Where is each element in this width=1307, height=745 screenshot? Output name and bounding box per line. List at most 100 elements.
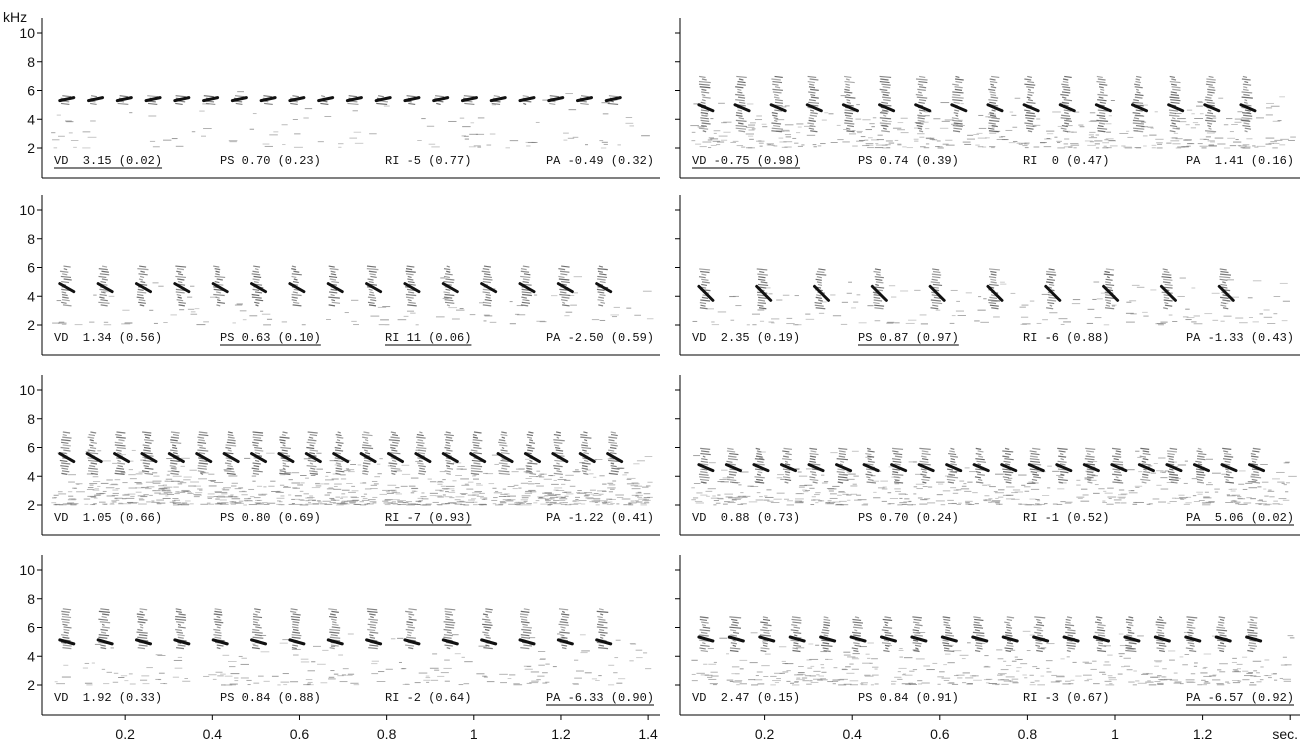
spectro-band [501, 465, 510, 468]
spectro-band [976, 634, 985, 637]
spectro-band [116, 446, 126, 450]
spectro-band [175, 608, 182, 611]
spectro-band [559, 293, 571, 297]
spectro-band [101, 626, 110, 629]
spectro-band [172, 444, 177, 447]
spectro-band [197, 436, 205, 439]
spectro-band [882, 96, 891, 99]
panel: VD -0.75 (0.98) PS 0.74 (0.39) RI 0 (0.47)… [675, 18, 1300, 179]
spectro-band [1066, 616, 1073, 619]
spectro-band [812, 481, 818, 484]
spectro-band [1005, 481, 1012, 484]
spectro-band [1247, 634, 1258, 637]
spectro-band [138, 299, 146, 302]
spectro-band [700, 450, 710, 453]
spectro-band [990, 294, 996, 297]
spectro-band [1195, 468, 1205, 471]
spectro-band [483, 634, 490, 637]
spectro-band [520, 647, 530, 650]
spectro-stroke [326, 282, 344, 294]
spectro-band [138, 301, 146, 304]
spectro-band [771, 112, 778, 115]
spectro-band [177, 273, 184, 276]
spectro-band [1135, 78, 1141, 81]
spectro-band [309, 452, 316, 455]
spectro-band [737, 88, 742, 91]
spectro-band [175, 102, 183, 106]
spectro-band [1206, 80, 1216, 84]
spectro-band [329, 268, 339, 271]
spectro-band [853, 649, 859, 653]
spectro-band [1126, 626, 1132, 629]
spectro-band [1243, 86, 1248, 89]
spectro-band [1046, 299, 1057, 302]
spectro-band [558, 275, 565, 279]
spectro-band [1026, 124, 1035, 128]
spectro-stroke [288, 638, 306, 646]
spectro-stroke [752, 463, 770, 473]
spectro-band [175, 291, 185, 294]
spectro-band [922, 481, 927, 484]
spectro-band [521, 636, 531, 639]
spectro-band [472, 439, 483, 442]
spectro-band [947, 481, 955, 484]
spectro-band [1156, 631, 1165, 634]
spectro-band [1104, 270, 1110, 274]
spectro-band [943, 621, 949, 624]
spectro-band [945, 631, 953, 634]
spectro-stroke [288, 282, 306, 294]
spectro-band [559, 291, 567, 294]
spectro-band [866, 476, 871, 479]
spectro-band [142, 462, 151, 465]
spectro-band [737, 109, 743, 112]
spectro-band [1058, 481, 1064, 484]
spectro-band [1099, 112, 1106, 115]
spectro-stroke [365, 638, 383, 646]
spectro-band [932, 268, 940, 271]
spectro-band [1005, 634, 1013, 637]
y-tick-label: 2 [27, 140, 35, 156]
spectro-band [1222, 281, 1226, 284]
spectro-stroke [1167, 103, 1185, 113]
spectro-band [809, 452, 819, 456]
spectro-band [61, 291, 67, 294]
spectro-band [952, 130, 961, 133]
spectro-band [176, 631, 184, 634]
x-tick-label: 1.2 [1193, 726, 1213, 742]
spectro-stroke [115, 96, 133, 103]
spectro-band [1106, 276, 1110, 279]
y-tick-label: 8 [27, 591, 35, 607]
spectro-band [1035, 642, 1043, 645]
spectro-band [560, 618, 568, 621]
spectro-band [197, 467, 207, 470]
spectro-band [235, 102, 243, 106]
spectro-band [810, 96, 819, 99]
spectro-band [852, 618, 862, 622]
spectro-band [1046, 270, 1056, 274]
spectro-band [942, 642, 950, 645]
spectro-band [1127, 629, 1132, 632]
spectro-band [838, 478, 849, 482]
spectro-band [255, 299, 264, 302]
spectro-band [880, 78, 889, 81]
spectro-band [598, 631, 608, 634]
spectro-band [63, 449, 71, 452]
spectro-band [527, 462, 538, 465]
spectro-band [1253, 471, 1259, 474]
spectro-band [989, 112, 995, 115]
spectro-band [580, 436, 592, 439]
spectro-band [347, 102, 359, 106]
spectro-band [975, 458, 985, 461]
spectro-band [1186, 621, 1194, 624]
spectro-band [559, 270, 570, 273]
spectro-band [144, 467, 154, 470]
spectro-band [866, 447, 871, 450]
spectro-band [918, 80, 928, 84]
spectro-band [405, 268, 413, 271]
spectro-band [205, 102, 216, 106]
spectro-band [728, 463, 736, 466]
spectro-band [307, 439, 317, 442]
spectro-band [472, 433, 477, 437]
spectro-band [1095, 639, 1104, 642]
spectro-band [1248, 642, 1257, 645]
